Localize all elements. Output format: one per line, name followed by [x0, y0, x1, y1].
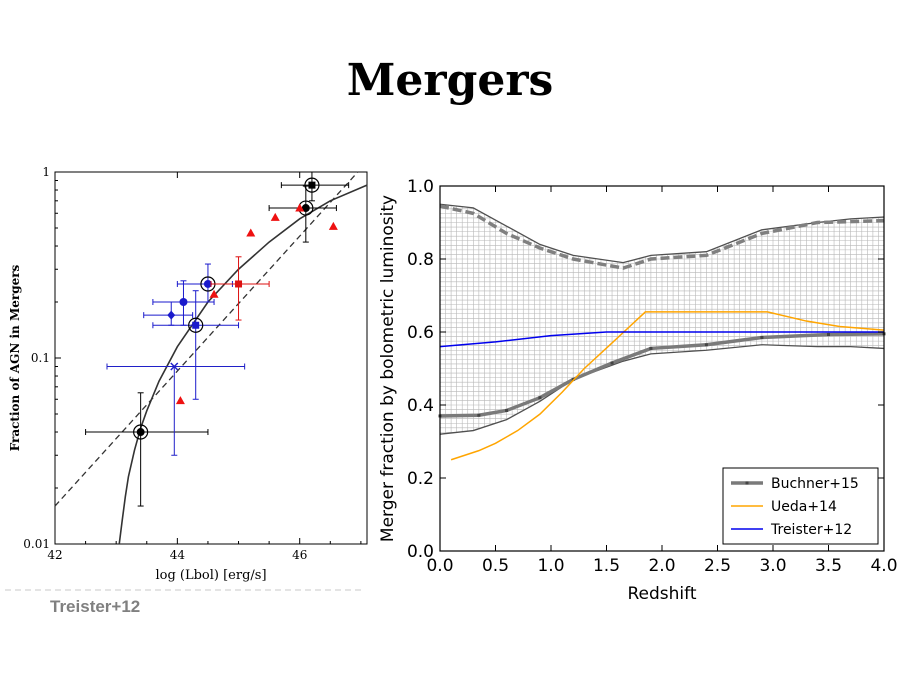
- right-y-tick-label: 0.2: [407, 469, 434, 489]
- left-data-point: [167, 310, 176, 320]
- right-x-tick-label: 1.0: [537, 556, 564, 576]
- left-data-point: [192, 321, 200, 329]
- right-buchner-upper: [439, 204, 885, 270]
- right-y-tick-label: 0.8: [407, 250, 434, 270]
- right-x-tick-label: 3.5: [815, 556, 842, 576]
- right-series-marker: [704, 343, 708, 347]
- left-triangle-point: [246, 228, 256, 237]
- left-x-axis-label: log (Lbol) [erg/s]: [155, 568, 266, 583]
- right-band-lower-edge: [439, 344, 885, 435]
- right-y-tick-label: 0.0: [407, 542, 434, 562]
- left-triangle-point: [328, 221, 338, 230]
- right-x-tick-label: 1.5: [593, 556, 620, 576]
- right-legend-label: Treister+12: [770, 522, 852, 538]
- slide-title: Mergers: [346, 55, 554, 106]
- right-series-marker: [760, 335, 764, 339]
- right-x-tick-label: 2.5: [704, 556, 731, 576]
- left-data-point: [179, 298, 188, 307]
- right-series-line: [439, 331, 884, 348]
- right-x-tick-label: 0.0: [426, 556, 453, 576]
- left-point-ring: [133, 424, 149, 440]
- left-y-tick-label: 0.01: [23, 537, 50, 551]
- left-y-tick-label: 0.1: [31, 351, 50, 365]
- left-data-point: [235, 280, 243, 288]
- right-y-tick-label: 1.0: [407, 177, 434, 197]
- left-triangle-point: [295, 203, 305, 212]
- right-x-tick-label: 4.0: [870, 556, 897, 576]
- right-legend-label: Buchner+15: [771, 476, 859, 492]
- left-x-tick-label: 42: [47, 548, 62, 562]
- left-fit-dashed: [54, 171, 359, 507]
- left-triangle-point: [175, 396, 185, 405]
- right-series-marker: [477, 413, 481, 417]
- left-point-ring: [188, 317, 204, 333]
- right-x-tick-label: 2.0: [648, 556, 675, 576]
- right-series-marker: [649, 346, 653, 350]
- left-y-axis-label: Fraction of AGN in Mergers: [8, 264, 22, 451]
- right-series-line: [450, 311, 885, 461]
- left-x-tick-label: 46: [292, 548, 307, 562]
- right-series-marker: [827, 333, 830, 337]
- right-y-tick-label: 0.4: [407, 396, 434, 416]
- right-series-marker: [505, 408, 509, 412]
- figure-caption: Treister+12: [50, 597, 141, 616]
- left-data-point: [136, 428, 145, 437]
- left-data-point: [203, 279, 212, 288]
- left-data-point: [308, 181, 316, 189]
- left-triangle-point: [270, 212, 280, 221]
- right-x-tick-label: 3.0: [759, 556, 786, 576]
- right-legend-marker: [745, 481, 749, 485]
- right-y-axis-label: Merger fraction by bolometric luminosity: [378, 195, 398, 542]
- right-x-axis-label: Redshift: [627, 584, 696, 604]
- right-legend-label: Ueda+14: [771, 499, 837, 515]
- right-band-upper-edge: [439, 203, 885, 264]
- left-x-tick-label: 44: [170, 548, 186, 562]
- right-series-marker: [610, 361, 614, 365]
- right-y-tick-label: 0.6: [407, 323, 434, 343]
- left-data-point: [170, 362, 179, 371]
- left-point-ring: [304, 177, 320, 193]
- left-data-point: [301, 204, 310, 213]
- right-x-tick-label: 0.5: [482, 556, 509, 576]
- right-series-marker: [538, 396, 542, 400]
- left-y-tick-label: 1: [42, 165, 50, 179]
- left-triangle-point: [209, 289, 219, 298]
- left-fit-solid: [118, 184, 368, 545]
